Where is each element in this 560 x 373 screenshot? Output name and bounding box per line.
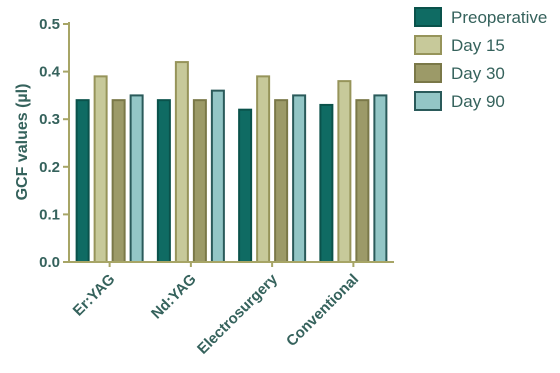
legend-swatch bbox=[414, 7, 442, 27]
bar-day-90-electrosurgery bbox=[292, 94, 307, 264]
bar-preoperative-electrosurgery bbox=[238, 108, 253, 264]
bar-day-90-nd-yag bbox=[210, 89, 225, 263]
legend: Preoperative Day 15 Day 30 Day 90 bbox=[414, 7, 547, 111]
y-tick-label: 0.5 bbox=[39, 16, 60, 33]
bar-day-90-er-yag bbox=[129, 94, 144, 264]
bar-preoperative-er-yag bbox=[75, 99, 90, 263]
bar-day-15-conventional bbox=[337, 80, 352, 264]
bar-day-15-electrosurgery bbox=[256, 75, 271, 263]
bar-day-15-nd-yag bbox=[174, 61, 189, 263]
legend-label: Day 15 bbox=[451, 36, 505, 55]
x-category-label: Nd:YAG bbox=[148, 271, 200, 323]
bar-day-15-er-yag bbox=[93, 75, 108, 263]
legend-swatch bbox=[414, 91, 442, 111]
x-category-label: Electrosurgery bbox=[194, 270, 281, 357]
bars-group bbox=[75, 61, 388, 264]
axes bbox=[68, 22, 394, 263]
y-tick-label: 0.3 bbox=[39, 111, 60, 128]
bar-day-30-nd-yag bbox=[192, 99, 207, 263]
y-axis-title: GCF values (µl) bbox=[14, 84, 31, 201]
legend-label: Preoperative bbox=[451, 8, 547, 27]
x-category-label: Er:YAG bbox=[70, 271, 119, 320]
legend-label: Day 90 bbox=[451, 92, 505, 111]
y-axis-ticks: 0.0 0.1 0.2 0.3 0.4 0.5 bbox=[39, 16, 69, 271]
x-category-label: Conventional bbox=[283, 271, 362, 350]
legend-swatch bbox=[414, 35, 442, 55]
y-axis-label: GCF values (µl) bbox=[14, 84, 31, 201]
y-tick-label: 0.1 bbox=[39, 206, 60, 223]
bar-day-30-electrosurgery bbox=[274, 99, 289, 263]
bar-preoperative-nd-yag bbox=[156, 99, 171, 263]
bar-day-30-conventional bbox=[355, 99, 370, 263]
bar-day-30-er-yag bbox=[111, 99, 126, 263]
y-tick-label: 0.4 bbox=[39, 64, 61, 81]
bar-day-90-conventional bbox=[373, 94, 388, 264]
y-tick-label: 0.0 bbox=[39, 254, 60, 271]
legend-label: Day 30 bbox=[451, 64, 505, 83]
y-tick-label: 0.2 bbox=[39, 159, 60, 176]
bar-preoperative-conventional bbox=[319, 103, 334, 263]
legend-swatch bbox=[414, 63, 442, 83]
